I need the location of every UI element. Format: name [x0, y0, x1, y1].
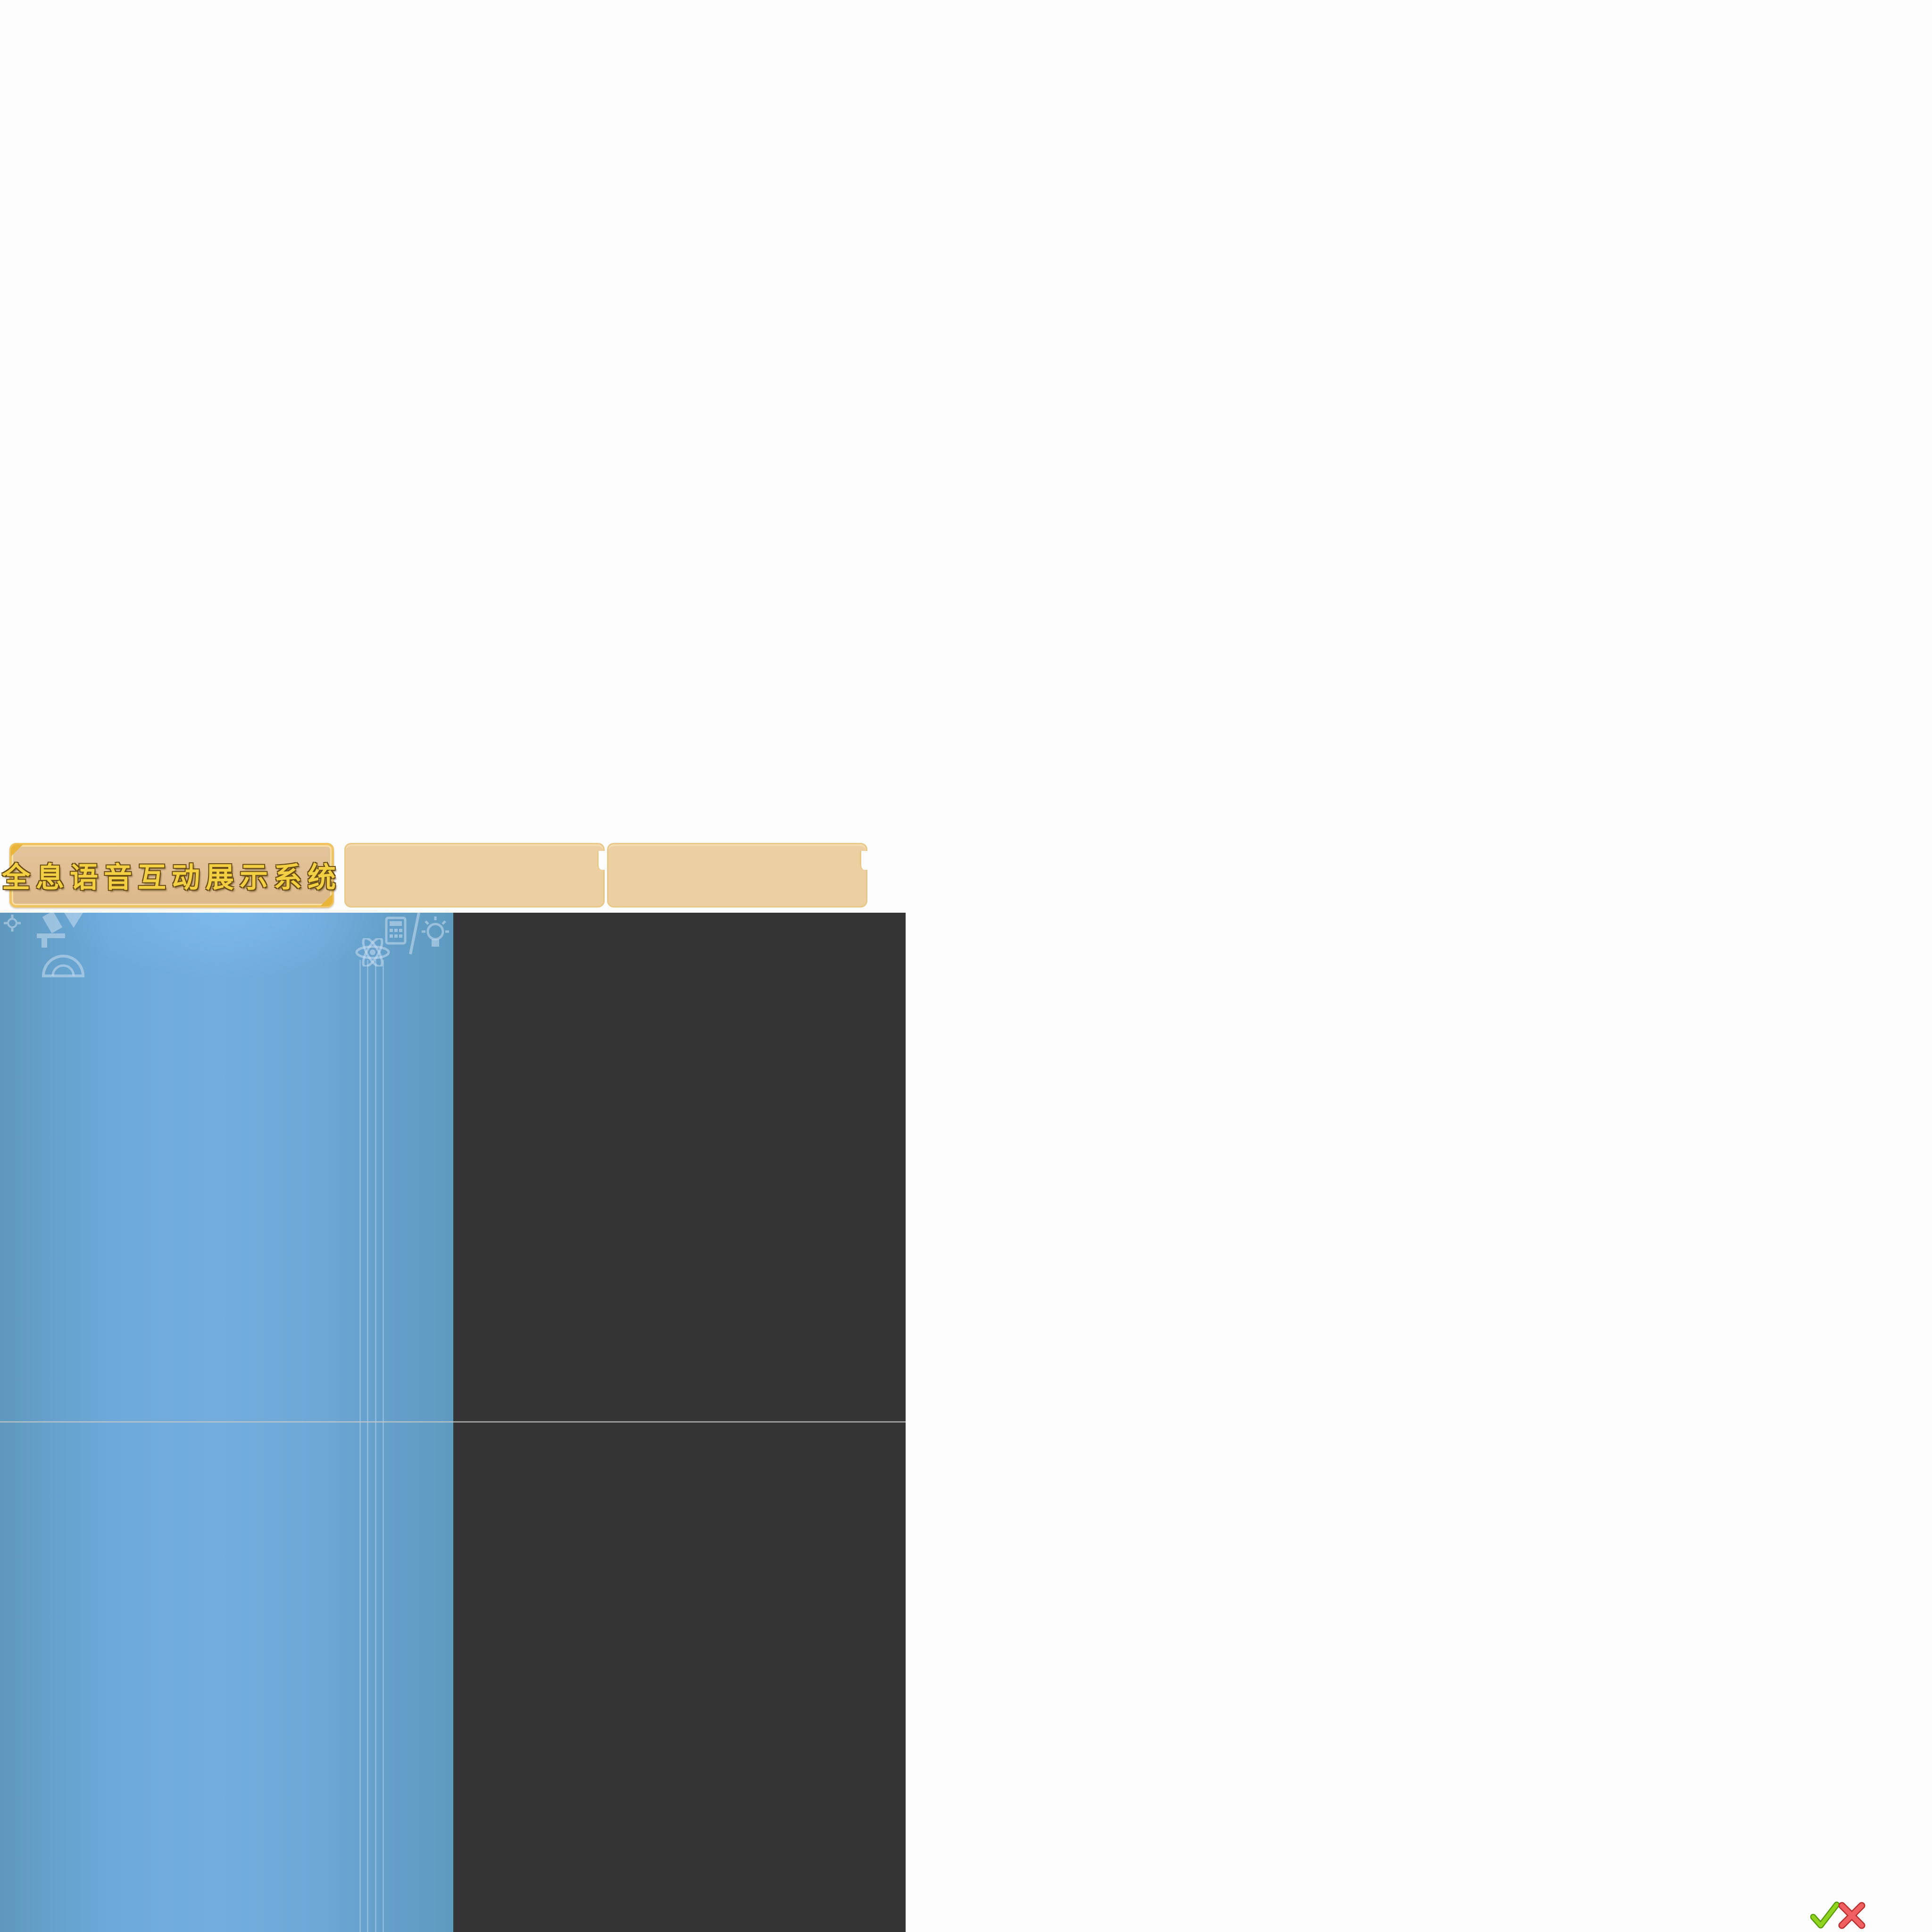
tab-notch [597, 851, 605, 870]
protractor-icon [42, 955, 85, 977]
tab-label: 全息语音互动展示系统 [2, 861, 341, 894]
panel-stripes [359, 960, 384, 1932]
checkmark-icon[interactable] [1810, 1901, 1840, 1930]
cross-icon[interactable] [1837, 1901, 1866, 1930]
microscope-icon [37, 913, 83, 948]
calculator-icon [385, 916, 407, 945]
horizontal-divider [0, 1421, 906, 1423]
panel-glow [57, 913, 396, 979]
gear-icon [4, 915, 21, 932]
lightbulb-icon [422, 916, 449, 947]
tab-holographic-voice-system[interactable]: 全息语音互动展示系统 [2, 843, 336, 908]
tab-2[interactable] [344, 843, 605, 908]
pencil-icon [409, 913, 420, 955]
tab-notch [860, 851, 868, 870]
atom-icon [355, 938, 390, 966]
tab-3[interactable] [607, 843, 868, 908]
